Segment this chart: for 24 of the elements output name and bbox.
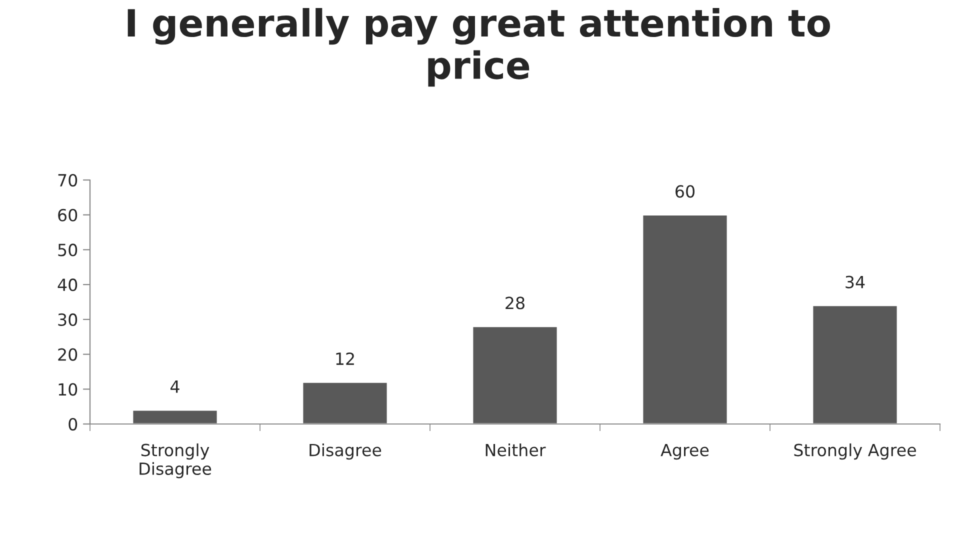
x-tick-label: Strongly Agree [794, 443, 916, 460]
x-tick-label: Disagree [310, 443, 382, 460]
bar [302, 381, 388, 424]
y-tick-label: 20 [58, 348, 78, 361]
y-tick-label: 30 [58, 313, 78, 326]
y-tick-label: 10 [58, 383, 78, 396]
chart-title: I generally pay great attention to price [128, 8, 830, 87]
data-label: 60 [676, 185, 694, 198]
data-label: 4 [170, 380, 180, 393]
x-tick-label: Agree [660, 444, 709, 460]
bar [472, 326, 558, 424]
data-label: 34 [846, 276, 865, 288]
x-tick-label: Strongly Disagree [140, 443, 212, 478]
y-tick-label: 0 [68, 418, 78, 431]
bar [132, 409, 218, 424]
bar [812, 304, 898, 424]
x-tick-label: Neither [486, 443, 546, 456]
y-tick-label: 70 [58, 174, 78, 187]
data-label: 28 [506, 296, 524, 310]
y-tick-label: 50 [58, 244, 78, 256]
data-label: 12 [336, 352, 354, 365]
y-tick-label: 60 [58, 208, 78, 222]
y-tick-label: 40 [58, 278, 78, 292]
bar [642, 214, 728, 424]
